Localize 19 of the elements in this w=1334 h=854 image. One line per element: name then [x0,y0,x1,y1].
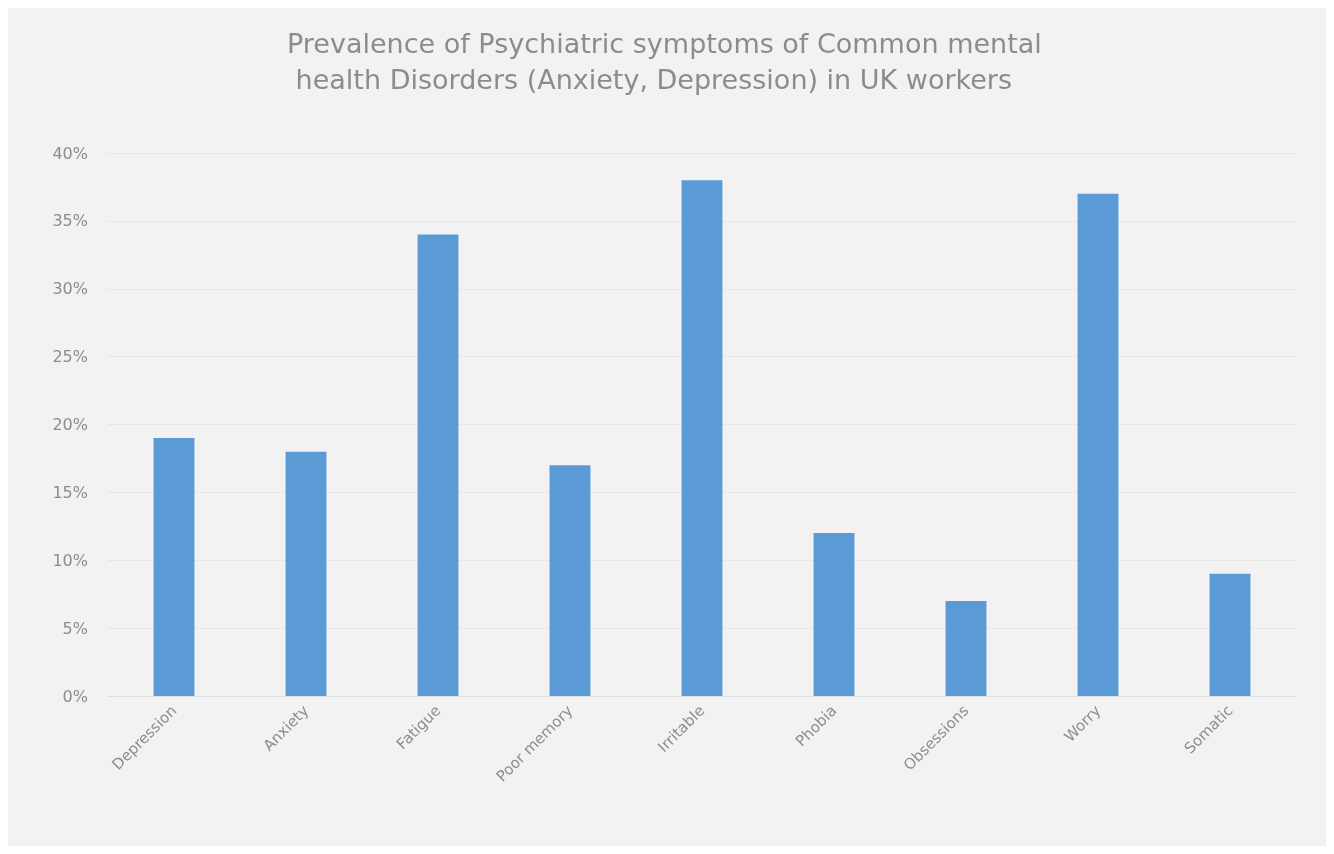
y-tick-label: 10% [52,550,88,570]
bar [1209,573,1251,696]
y-tick-label: 15% [52,482,88,502]
bar [681,180,723,696]
y-tick-label: 40% [52,143,88,163]
y-tick-label: 5% [62,618,88,638]
y-tick-label: 35% [52,211,88,231]
y-tick-label: 0% [62,686,88,706]
bar [549,465,591,696]
bar [945,600,987,696]
bar [1077,193,1119,696]
y-tick-label: 30% [52,279,88,299]
bar [813,533,855,696]
y-tick-label: 25% [52,347,88,367]
bar [153,438,195,696]
chart-title: Prevalence of Psychiatric symptoms of Common mental health Disorders (Anxiety, Depression) in UK workers [287,27,1042,95]
y-tick-label: 20% [52,415,88,434]
bar [285,451,327,696]
bar [417,234,459,696]
